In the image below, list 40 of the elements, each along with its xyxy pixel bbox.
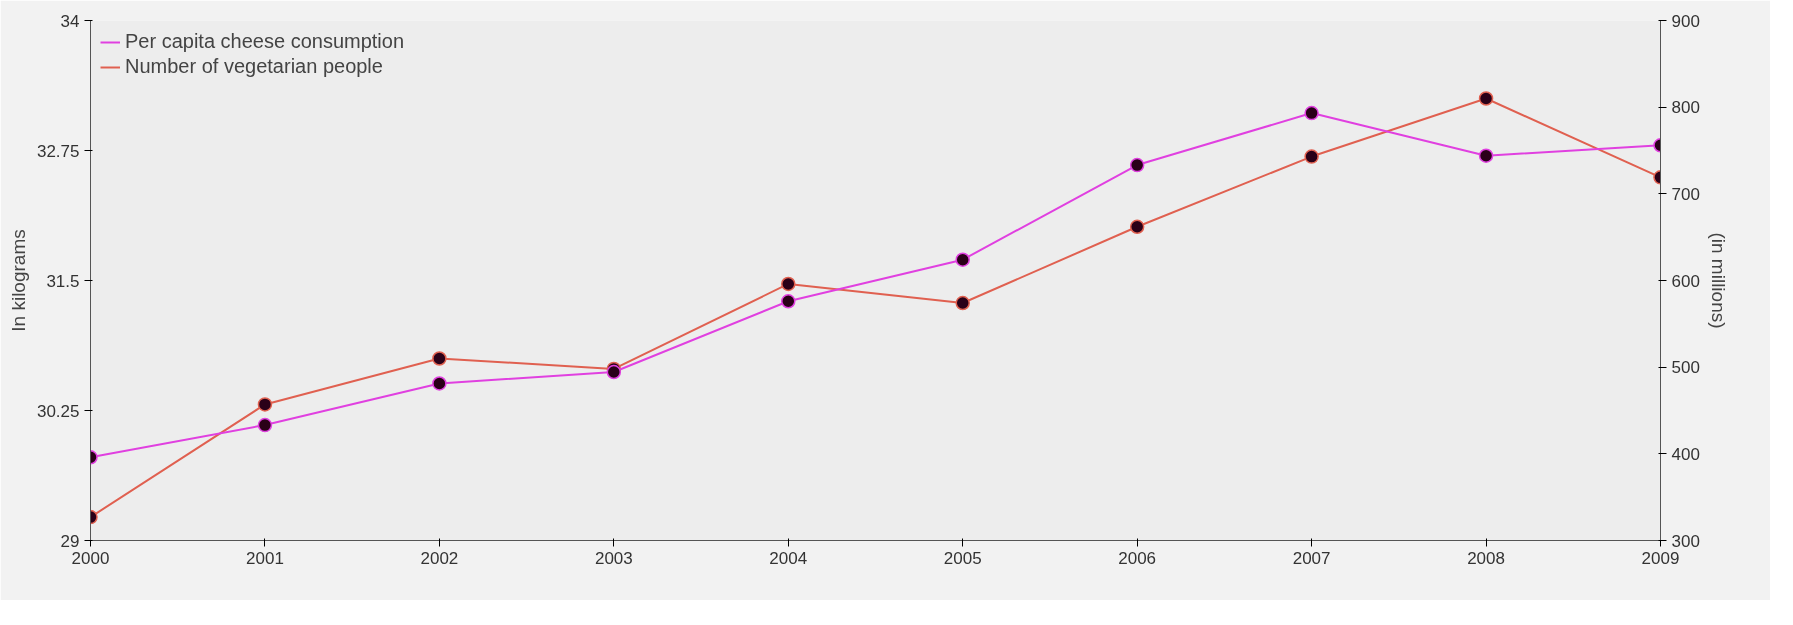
y2-tick-label: 400: [1671, 444, 1700, 464]
point: [1478, 148, 1494, 163]
x-tick-label: 2003: [594, 548, 633, 568]
point: [781, 276, 796, 292]
y-axis-title: In kilograms: [7, 229, 29, 332]
y2-tick-label: 800: [1671, 98, 1700, 118]
x-tick-label: 2005: [943, 548, 982, 568]
x-tick-label: 2009: [1641, 548, 1680, 568]
point: [1129, 219, 1145, 234]
point: [257, 397, 273, 412]
point: [257, 417, 273, 433]
y2-tick-label: 300: [1671, 531, 1700, 551]
point: [1304, 105, 1319, 121]
point: [781, 294, 796, 309]
y-tick-label: 31.5: [46, 271, 80, 291]
y-tick-label: 29: [60, 531, 80, 551]
y2-tick-label: 900: [1671, 11, 1700, 31]
point: [1129, 157, 1145, 173]
y2-axis-title: (in millions): [1707, 232, 1729, 329]
x-tick-label: 2007: [1292, 548, 1331, 568]
point: [1478, 91, 1494, 106]
point: [1304, 149, 1319, 164]
x-tick-label: 2008: [1467, 548, 1505, 568]
y-tick-label: 32.75: [36, 141, 80, 161]
x-tick-label: 2004: [769, 548, 808, 568]
point: [955, 252, 970, 267]
point: [955, 295, 970, 311]
point: [432, 351, 447, 366]
y-tick-label: 30.25: [36, 401, 80, 421]
x-tick-label: 2002: [420, 548, 459, 568]
y2-tick-label: 600: [1671, 271, 1700, 291]
legend-label: Per capita cheese consumption: [125, 30, 405, 53]
y-tick-label: 34: [60, 11, 80, 31]
y2-tick-label: 500: [1671, 358, 1700, 378]
y2-tick-label: 700: [1671, 184, 1700, 204]
point: [432, 376, 447, 391]
x-tick-label: 2006: [1118, 548, 1157, 568]
legend-label: Number of vegetarian people: [125, 55, 383, 78]
x-tick-label: 2000: [71, 548, 110, 568]
x-tick-label: 2001: [246, 548, 284, 568]
